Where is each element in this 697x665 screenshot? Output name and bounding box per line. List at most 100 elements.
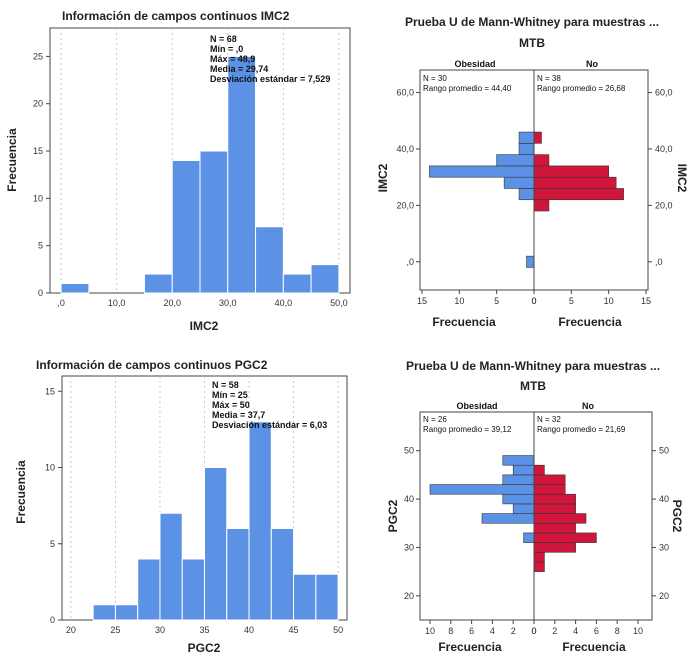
hist-imc2-bar	[255, 226, 284, 294]
mw-imc2-right-bar	[533, 165, 609, 178]
mw-pgc2-title: Prueba U de Mann-Whitney para muestras .…	[406, 359, 660, 373]
hist-pgc2-xtick-label: 50	[333, 625, 343, 635]
mw-pgc2-ytick-label-left: 50	[404, 446, 414, 456]
mw-imc2-ytick-label-right: ,0	[655, 257, 663, 267]
mw-pgc2-xtick-label-left: 2	[511, 626, 516, 636]
mw-imc2-right-bar	[533, 199, 550, 212]
mw-imc2-ytick-label-left: 40,0	[396, 144, 414, 154]
hist-imc2-xlabel: IMC2	[190, 319, 219, 333]
mw-imc2-xtick-label-right: 0	[531, 296, 536, 306]
mw-imc2-xtick-label-left: 5	[494, 296, 499, 306]
hist-imc2-ytick-label: 25	[33, 51, 43, 61]
hist-imc2-stat-n: N = 68	[210, 34, 237, 44]
hist-imc2-stat-max: Máx = 48,9	[210, 54, 255, 64]
mw-pgc2-right-bar	[533, 484, 566, 495]
hist-imc2-xtick-label: 50,0	[330, 298, 348, 308]
mw-pgc2-xtick-label-left: 10	[425, 626, 435, 636]
mw-pgc2-group-left: Obesidad	[456, 401, 497, 411]
mw-pgc2-right-bar	[533, 532, 597, 543]
mw-imc2-left-bar	[518, 188, 535, 201]
mw-pgc2-left-bar	[502, 455, 535, 466]
mw-pgc2-left-rank: Rango promedio = 39,12	[423, 425, 512, 434]
mw-pgc2-left-bar	[512, 464, 535, 476]
mw-pgc2-right-bar	[533, 522, 576, 534]
hist-pgc2-xtick-label: 45	[289, 625, 299, 635]
hist-imc2-stat-mean: Media = 29,74	[210, 64, 268, 74]
hist-pgc2-ytick-label: 5	[50, 539, 55, 549]
hist-imc2-xtick-label: 40,0	[275, 298, 293, 308]
hist-pgc2-stat-sd: Desviación estándar = 6,03	[212, 420, 327, 430]
mw-imc2-group-left: Obesidad	[454, 59, 495, 69]
mw-pgc2-xtick-label-right: 8	[615, 626, 620, 636]
mw-imc2-left-n: N = 30	[423, 74, 447, 83]
mw-pgc2-ylabel-right: PGC2	[670, 500, 684, 533]
hist-imc2-xtick-label: 30,0	[219, 298, 237, 308]
hist-pgc2-bar	[270, 528, 295, 621]
mw-pgc2-left-bar	[523, 532, 535, 543]
mw-pgc2-xtick-label-right: 0	[531, 626, 536, 636]
hist-imc2-title: Información de campos continuos IMC2	[62, 9, 290, 23]
hist-pgc2-xtick-label: 20	[66, 625, 76, 635]
mw-pgc2-left-n: N = 26	[423, 415, 447, 424]
hist-imc2-xtick-label: ,0	[57, 298, 65, 308]
mw-pgc2-right-bar	[533, 551, 545, 563]
mw-imc2-group-right: No	[586, 59, 598, 69]
hist-pgc2-xlabel: PGC2	[188, 641, 221, 655]
hist-pgc2-stats: N = 58 Mín = 25 Máx = 50 Media = 37,7 De…	[212, 380, 327, 430]
hist-imc2-stat-min: Mín = ,0	[210, 44, 243, 54]
mw-imc2-xlabel-left: Frecuencia	[432, 315, 496, 329]
mw-imc2-ytick-label-left: 60,0	[396, 88, 414, 98]
mw-imc2-ylabel-right: IMC2	[675, 164, 689, 193]
mw-imc2-right-n: N = 38	[537, 74, 561, 83]
hist-pgc2-xtick-label: 30	[155, 625, 165, 635]
mw-imc2-right-bar	[533, 176, 617, 189]
hist-pgc2-bar	[92, 604, 116, 621]
mw-pgc2-ytick-label-right: 30	[659, 542, 669, 552]
mw-pgc2-right-bar	[533, 503, 576, 514]
mw-pgc2-xtick-label-right: 2	[552, 626, 557, 636]
mw-pgc2-xtick-label-left: 8	[448, 626, 453, 636]
mw-imc2-ytick-label-right: 60,0	[655, 88, 673, 98]
hist-pgc2-ylabel: Frecuencia	[14, 460, 28, 524]
mw-pgc2-right-bar	[533, 474, 566, 485]
hist-pgc2-bar	[159, 512, 183, 621]
hist-pgc2-bar	[114, 604, 139, 621]
mw-imc2-xtick-label-right: 5	[569, 296, 574, 306]
hist-pgc2-xtick-label: 35	[199, 625, 209, 635]
mw-pgc2-right-bar	[533, 513, 587, 524]
mw-pgc2-right-bar	[533, 561, 545, 572]
hist-pgc2-bar	[248, 421, 272, 621]
mw-pgc2-xtick-label-left: 4	[490, 626, 495, 636]
hist-imc2-ytick-label: 20	[33, 99, 43, 109]
mw-imc2-subtitle: MTB	[519, 36, 545, 50]
hist-imc2-panel: Información de campos continuos IMC2 0 5 1…	[5, 9, 351, 333]
mw-pgc2-left-bar	[502, 493, 535, 505]
hist-pgc2-bar	[226, 528, 250, 621]
hist-imc2-xtick-label: 20,0	[163, 298, 181, 308]
mw-pgc2-xtick-label-left: 6	[469, 626, 474, 636]
mw-pgc2-ytick-label-right: 50	[659, 446, 669, 456]
mw-imc2-xtick-label-left: 0	[531, 296, 536, 306]
mw-pgc2-right-bar	[533, 493, 576, 505]
mw-imc2-ytick-label-right: 40,0	[655, 144, 673, 154]
hist-imc2-ylabel: Frecuencia	[5, 128, 19, 192]
mw-pgc2-xlabel-left: Frecuencia	[438, 640, 502, 654]
mw-imc2-left-bar	[518, 143, 535, 155]
hist-imc2-bar	[227, 55, 257, 294]
hist-pgc2-bar	[315, 573, 339, 621]
mw-imc2-xlabel-right: Frecuencia	[558, 315, 622, 329]
mw-imc2-left-bar	[518, 131, 535, 144]
hist-pgc2-xtick-label: 40	[244, 625, 254, 635]
hist-imc2-ytick-label: 5	[38, 241, 43, 251]
mw-imc2-ytick-label-left: 20,0	[396, 200, 414, 210]
hist-imc2-stat-sd: Desviación estándar = 7,529	[210, 74, 330, 84]
hist-pgc2-ytick-label: 0	[50, 615, 55, 625]
mw-imc2-left-bar	[526, 255, 535, 268]
mw-imc2-left-bar	[503, 176, 535, 189]
hist-pgc2-bar	[293, 573, 317, 621]
mw-imc2-title: Prueba U de Mann-Whitney para muestras .…	[405, 15, 659, 29]
hist-pgc2-ytick-label: 10	[45, 463, 55, 473]
mw-pgc2-right-n: N = 32	[537, 415, 561, 424]
hist-pgc2-bar	[137, 558, 161, 621]
